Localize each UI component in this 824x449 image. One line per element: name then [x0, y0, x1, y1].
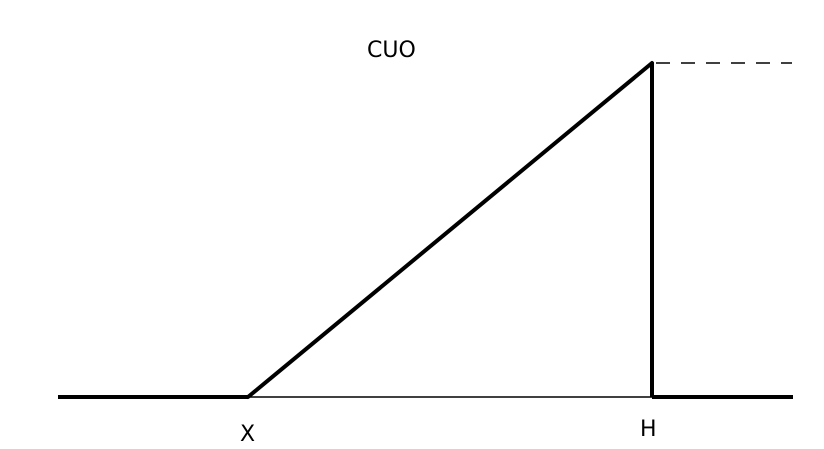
strike-label: X — [240, 422, 255, 447]
barrier-label: H — [640, 417, 657, 442]
diagram-title: CUO — [367, 38, 416, 63]
payoff-rising-line — [246, 61, 654, 399]
